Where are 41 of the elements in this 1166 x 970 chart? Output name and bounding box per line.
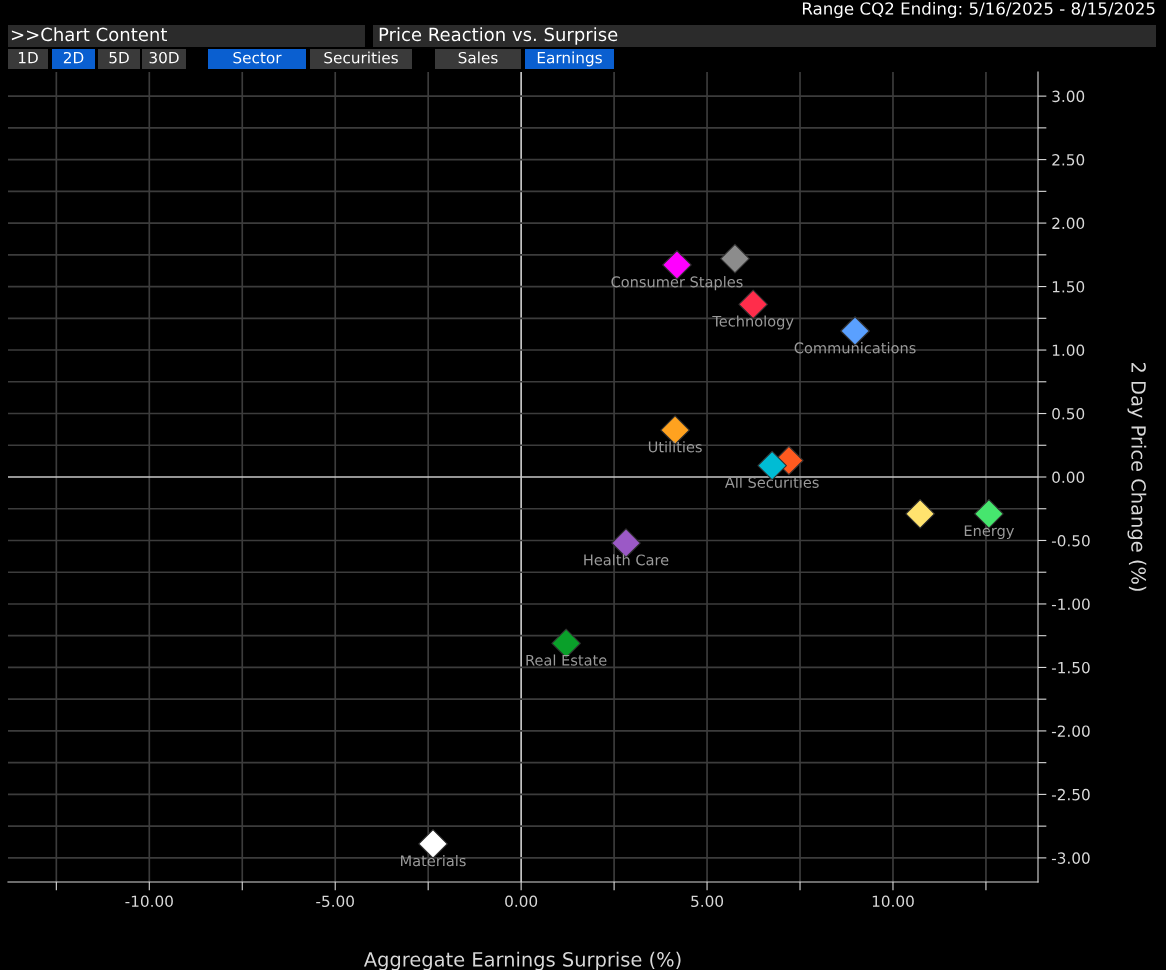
point (905, 499, 935, 529)
series-label: Consumer Staples (611, 276, 743, 291)
series-label: Communications (794, 342, 916, 354)
text: 2D (63, 51, 84, 64)
x-tick-label: 5.00 (691, 895, 724, 908)
y-tick-label: -2.50 (1051, 788, 1090, 801)
text: Sector (233, 51, 282, 64)
y-tick-label: 1.50 (1052, 281, 1085, 293)
x-tick-label: -10.00 (125, 895, 173, 908)
text: Securities (324, 51, 398, 64)
x-tick-label: -5.00 (316, 895, 354, 908)
y-tick-label: -2.00 (1051, 725, 1090, 737)
text: 1D (18, 52, 38, 64)
y-tick-label: -1.50 (1051, 661, 1090, 674)
y-tick-label: -3.00 (1051, 852, 1090, 864)
y-tick-label: 1.00 (1052, 344, 1085, 357)
text: 30D (149, 51, 179, 64)
x-axis-title: Aggregate Earnings Surprise (%) (363, 951, 681, 970)
chart-title: Price Reaction vs. Surprise (379, 27, 618, 45)
series-label: Energy (964, 525, 1015, 540)
series-label: Health Care (584, 554, 669, 566)
x-tick-label: 0.00 (505, 895, 538, 908)
y-tick-label: 3.00 (1052, 90, 1085, 103)
y-tick-label: 2.00 (1052, 217, 1085, 230)
text: Earnings (537, 51, 602, 67)
text: Sales (458, 51, 498, 64)
y-axis-title: 2 Day Price Change (%) (1127, 362, 1147, 591)
series-label: Technology (712, 315, 794, 330)
series-label: Utilities (648, 441, 702, 453)
y-tick-label: -1.00 (1051, 598, 1090, 610)
point (720, 243, 750, 274)
text: 5D (109, 52, 129, 64)
x-tick-label: 10.00 (872, 895, 914, 908)
y-tick-label: 0.00 (1052, 471, 1085, 484)
y-tick-label: -0.50 (1051, 534, 1090, 547)
series-label: Materials (401, 855, 466, 867)
y-tick-label: 2.50 (1052, 154, 1085, 166)
chart-subtitle: Range CQ2 Ending: 5/16/2025 - 8/15/2025 (802, 1, 1155, 19)
series-label: Real Estate (526, 654, 607, 666)
y-tick-label: 0.50 (1052, 407, 1085, 420)
text: >>Chart Content (11, 27, 167, 42)
